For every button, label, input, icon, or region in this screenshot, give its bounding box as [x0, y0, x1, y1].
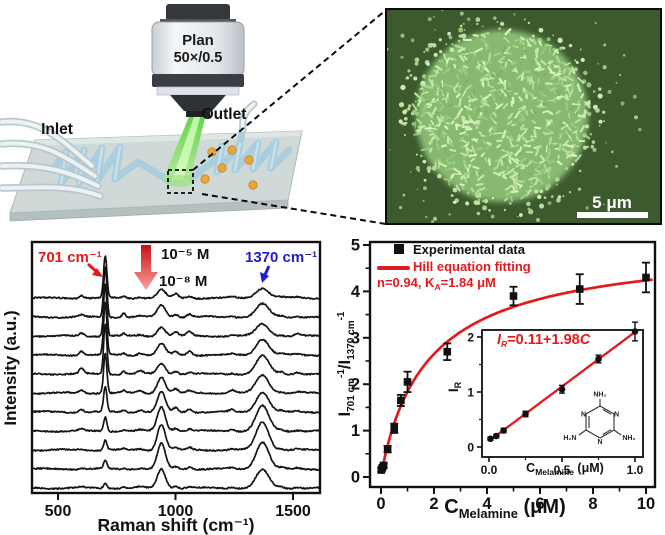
svg-text:2: 2 — [467, 331, 474, 345]
svg-text:0: 0 — [351, 469, 360, 487]
sem-particle-texture — [374, 0, 642, 246]
legend-fit-label: Hill equation fitting — [413, 259, 531, 274]
melamine-structure: N N N NH₂ H₂N NH₂ — [563, 392, 635, 447]
raman-peak-701-label: 701 cm⁻¹ — [38, 249, 102, 266]
svg-text:4: 4 — [351, 283, 361, 301]
svg-text:0.0: 0.0 — [481, 463, 498, 477]
raman-spectra-chart: 500 1000 1500 701 cm⁻¹ 10⁻⁵ M 10⁻⁸ M 1370 … — [2, 240, 322, 535]
svg-text:500: 500 — [45, 503, 72, 520]
raman-x-axis-label: Raman shift (cm⁻¹) — [97, 515, 254, 535]
objective-label-line2: 50×/0.5 — [174, 50, 223, 66]
svg-text:1: 1 — [467, 386, 474, 400]
raman-x-ticks: 500 1000 1500 — [45, 493, 311, 520]
legend-fit: Hill equation fitting — [413, 259, 531, 274]
hill-fit-caption: n=0.94, KA=1.84 μM — [377, 275, 496, 292]
inlet-tubes — [0, 117, 104, 200]
concentration-high-label: 10⁻⁵ M — [161, 246, 209, 263]
svg-text:3: 3 — [351, 329, 360, 347]
inset-y-axis-label: IR — [446, 381, 463, 393]
raman-spectra-lines — [33, 255, 319, 491]
svg-text:6: 6 — [535, 495, 544, 513]
molecule-n2: N — [614, 412, 619, 419]
hill-plot-frame — [368, 240, 657, 489]
svg-text:0: 0 — [467, 441, 474, 455]
svg-text:1.0: 1.0 — [627, 463, 644, 477]
microscope-objective: Plan 50×/0.5 — [151, 4, 245, 117]
sem-scale-bar — [577, 212, 648, 218]
hill-fit-curve — [380, 278, 653, 475]
legend-experimental: Experimental data — [394, 242, 525, 257]
red-concentration-arrow — [134, 245, 158, 290]
red-diagonal-arrow — [86, 262, 103, 277]
svg-text:0: 0 — [376, 495, 385, 513]
svg-text:10: 10 — [637, 495, 655, 513]
svg-text:2: 2 — [351, 376, 360, 394]
raman-peak-1370-label: 1370 cm⁻¹ — [245, 249, 317, 266]
molecule-n3: N — [597, 439, 602, 446]
molecule-n1: N — [581, 412, 586, 419]
hill-y-axis-label: I701 cm-1/I1370 cm-1 — [336, 311, 357, 417]
hill-x-axis-label: CMelamine (μM) — [444, 496, 566, 521]
hill-data-points — [377, 261, 650, 474]
svg-text:1500: 1500 — [275, 503, 311, 520]
sem-aggregate: 5 μm — [374, 0, 648, 246]
inset-x-axis-label: CMelamine (μM) — [526, 461, 604, 477]
microfluidic-chip-schematic: Plan 50×/0.5 Inlet Outlet — [0, 4, 303, 222]
legend-square-marker — [394, 244, 404, 254]
sem-image: 5 μm — [374, 0, 662, 246]
molecule-nh2-right: NH₂ — [622, 435, 635, 442]
blue-down-arrow — [260, 265, 271, 283]
svg-text:0.5: 0.5 — [554, 463, 571, 477]
zoom-region-box — [167, 169, 194, 194]
concentration-low-label: 10⁻⁸ M — [159, 273, 207, 290]
inlet-label: Inlet — [41, 121, 73, 138]
raman-y-axis-label: Intensity (a.u.) — [2, 310, 20, 425]
inset-axis-ticks: 0.0 0.5 1.0 0 1 2 — [467, 331, 643, 478]
inset-data-points — [487, 321, 639, 443]
svg-text:1000: 1000 — [158, 503, 194, 520]
svg-text:1: 1 — [351, 422, 360, 440]
svg-text:5: 5 — [351, 237, 360, 255]
outlet-label: Outlet — [202, 106, 247, 123]
inset-equation: IR=0.11+1.98C — [497, 332, 591, 349]
svg-text:2: 2 — [429, 495, 438, 513]
objective-label-line1: Plan — [182, 32, 214, 49]
svg-text:4: 4 — [482, 495, 492, 513]
hill-plot-chart: 0 2 4 6 8 10 0 1 2 3 4 5 0.0 0.5 1.0 0 1 2 N N N NH₂ H₂N… — [351, 237, 657, 514]
svg-text:8: 8 — [588, 495, 597, 513]
legend-experimental-label: Experimental data — [413, 242, 525, 257]
legend-line-marker — [377, 266, 410, 270]
molecule-h2n-left: H₂N — [563, 435, 576, 442]
molecule-nh2-top: NH₂ — [593, 392, 606, 399]
sem-scale-bar-label: 5 μm — [592, 193, 632, 212]
